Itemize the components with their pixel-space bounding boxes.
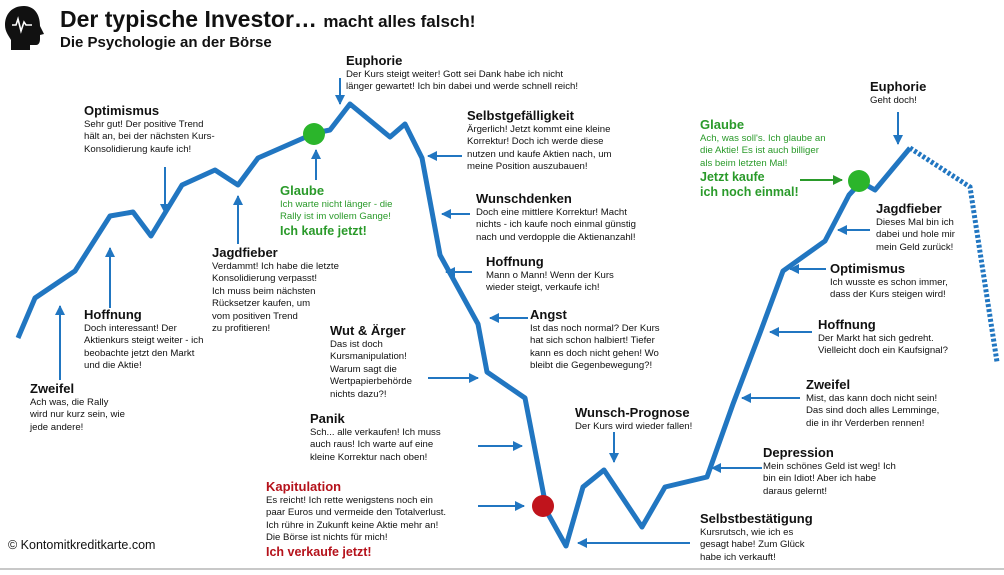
phase-panik: Panik Sch... alle verkaufen! Ich muss au… [310, 411, 441, 463]
buy-point-1 [303, 123, 325, 145]
phase-hoffnung-2: Hoffnung Mann o Mann! Wenn der Kurs wied… [486, 254, 614, 294]
phase-selbstgefaelligkeit: Selbstgefälligkeit Ärgerlich! Jetzt komm… [467, 108, 612, 173]
phase-kapitulation: Kapitulation Es reicht! Ich rette wenigs… [266, 479, 447, 559]
phase-wunsch-prognose: Wunsch-Prognose Der Kurs wird wieder fal… [575, 405, 693, 432]
phase-optimismus-2: Optimismus Ich wusste es schon immer, da… [830, 261, 948, 301]
phase-glaube-1: Glaube Ich warte nicht länger - die Rall… [280, 183, 393, 238]
sell-point [532, 495, 554, 517]
phase-angst: Angst Ist das noch normal? Der Kurs hat … [530, 307, 660, 372]
phase-zweifel-2: Zweifel Mist, das kann doch nicht sein! … [806, 377, 940, 429]
phase-zweifel-1: Zweifel Ach was, die Rally wird nur kurz… [30, 381, 125, 433]
phase-glaube-2: Glaube Ach, was soll's. Ich glaube an di… [700, 117, 826, 200]
page-title: Der typische Investor… macht alles falsc… [60, 6, 475, 33]
phase-hoffnung-1: Hoffnung Doch interessant! Der Aktienkur… [84, 307, 204, 372]
buy-point-2 [848, 170, 870, 192]
phase-depression: Depression Mein schönes Geld ist weg! Ic… [763, 445, 896, 497]
head-profile-icon [5, 6, 44, 50]
phase-euphorie-2: Euphorie Geht doch! [870, 79, 927, 106]
phase-hoffnung-3: Hoffnung Der Markt hat sich gedreht. Vie… [818, 317, 948, 357]
price-line [15, 101, 912, 549]
phase-euphorie-1: Euphorie Der Kurs steigt weiter! Gott se… [346, 53, 578, 93]
title-main-text: Der typische Investor… [60, 6, 317, 32]
phase-wut: Wut & Ärger Das ist doch Kursmanipulatio… [330, 323, 412, 400]
phase-selbstbestaetigung: Selbstbestätigung Kursrutsch, wie ich es… [700, 511, 813, 563]
price-line-projection [908, 145, 1000, 363]
copyright-notice: © Kontomitkreditkarte.com [8, 538, 156, 552]
page-subtitle: Die Psychologie an der Börse [60, 34, 272, 51]
phase-jagdfieber-2: Jagdfieber Dieses Mal bin ich dabei und … [876, 201, 955, 253]
title-suffix: macht alles falsch! [323, 12, 476, 31]
bottom-divider [0, 568, 1004, 570]
phase-wunschdenken: Wunschdenken Doch eine mittlere Korrektu… [476, 191, 636, 243]
phase-optimismus-1: Optimismus Sehr gut! Der positive Trend … [84, 103, 215, 155]
phase-jagdfieber-1: Jagdfieber Verdammt! Ich habe die letzte… [212, 245, 339, 335]
